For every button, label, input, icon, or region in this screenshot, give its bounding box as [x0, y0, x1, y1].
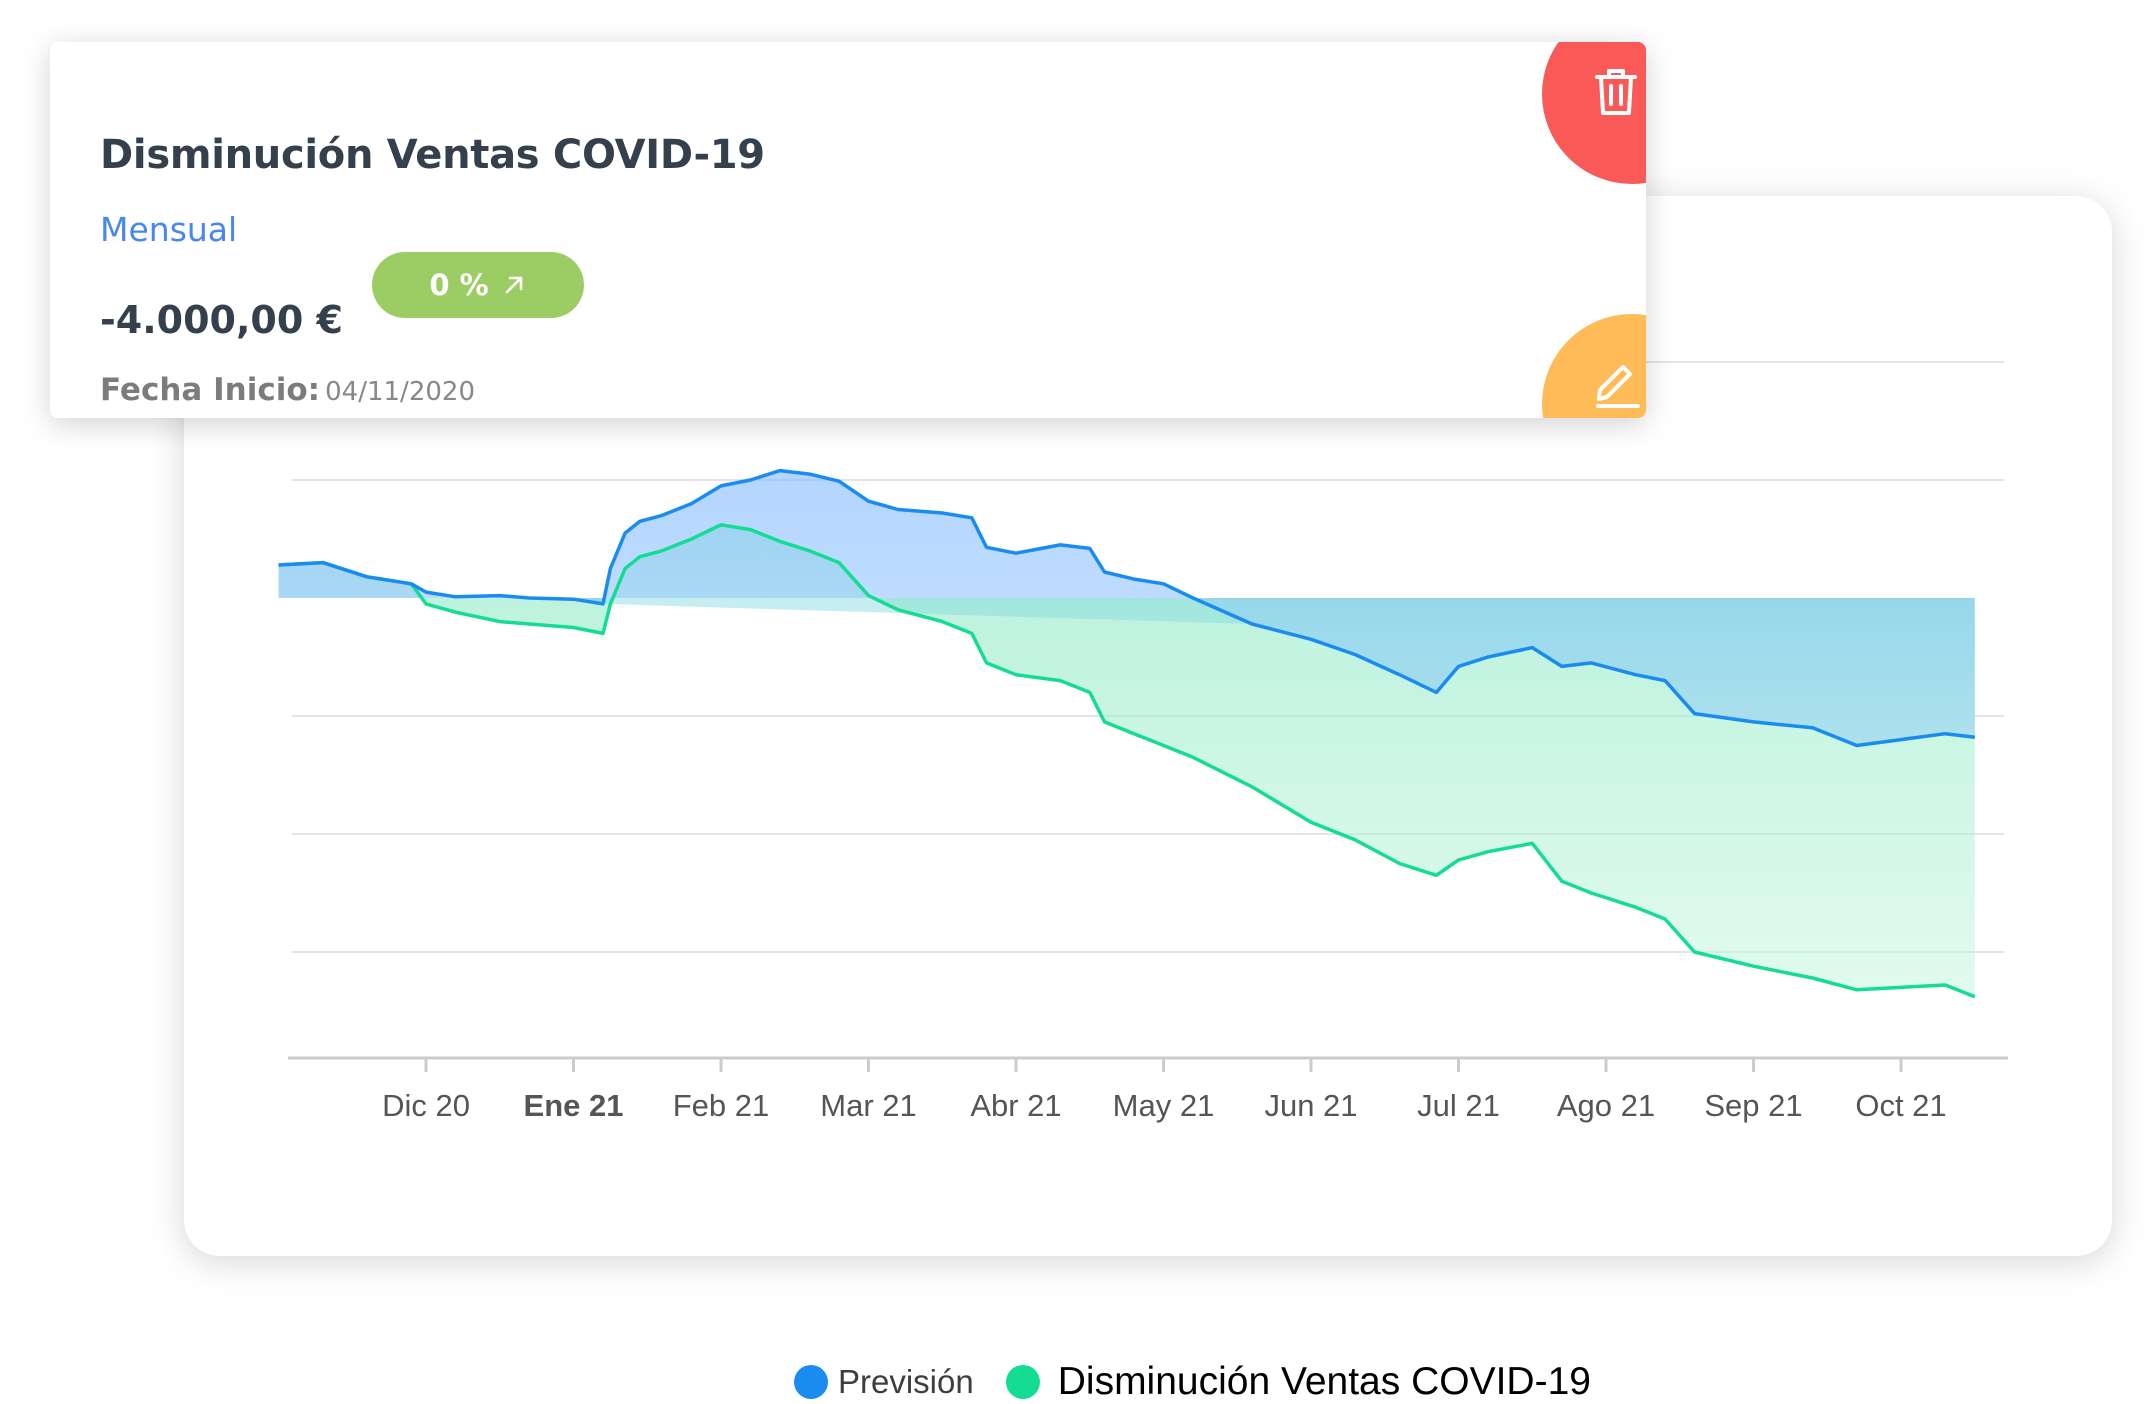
start-date-value: 04/11/2020 [325, 377, 475, 407]
x-tick-label: Abr 21 [970, 1088, 1061, 1123]
legend-item-disminucion[interactable]: Disminución Ventas COVID-19 [1005, 1360, 1591, 1404]
x-tick-label: Oct 21 [1855, 1088, 1946, 1123]
frequency-link[interactable]: Mensual [100, 210, 238, 249]
x-tick-label: Ene 21 [524, 1088, 624, 1123]
x-tick-label: Sep 21 [1704, 1088, 1802, 1123]
edit-button[interactable] [1542, 314, 1646, 418]
legend-dot-prevision [794, 1365, 828, 1399]
chart-areas [278, 470, 1975, 997]
legend-label-prevision: Previsión [838, 1363, 974, 1400]
area-overlap [573, 598, 1975, 746]
percent-badge: 0 % [372, 252, 584, 318]
legend-item-prevision[interactable]: Previsión [794, 1363, 1006, 1401]
x-tick-label: Feb 21 [673, 1088, 770, 1123]
delete-button[interactable] [1542, 42, 1646, 184]
x-tick-label: Ago 21 [1557, 1088, 1655, 1123]
x-axis: Dic 20 Ene 21 Feb 21 Mar 21 Abr 21 May 21 Jun … [288, 1056, 2008, 1123]
start-date-label: Fecha Inicio: [100, 372, 321, 408]
area-prevision [278, 470, 1975, 746]
forecast-chart: Dic 20 Ene 21 Feb 21 Mar 21 Abr 21 May 21 Jun … [278, 361, 2008, 1123]
chart-legend: Previsión Disminución Ventas COVID-19 [794, 1360, 1591, 1404]
start-date: Fecha Inicio: 04/11/2020 [100, 372, 475, 408]
scenario-title: Disminución Ventas COVID-19 [100, 132, 765, 178]
legend-dot-disminucion [1005, 1365, 1040, 1399]
line-prevision [278, 468, 1976, 748]
x-tick-label: Mar 21 [820, 1088, 916, 1123]
amount-value: -4.000,00 € [100, 298, 343, 342]
trash-icon [1592, 66, 1640, 123]
legend-label-disminucion: Disminución Ventas COVID-19 [1057, 1360, 1591, 1403]
x-tick-label: May 21 [1113, 1088, 1215, 1123]
arrow-up-right-icon [501, 272, 527, 298]
chart-lines [278, 468, 1976, 999]
x-tick-label: Dic 20 [382, 1088, 470, 1123]
pencil-icon [1592, 354, 1642, 415]
x-tick-label: Jun 21 [1264, 1088, 1357, 1123]
line-disminucion [278, 523, 1976, 999]
percent-value: 0 % [429, 268, 489, 302]
scenario-card: Disminución Ventas COVID-19 Mensual -4.0… [50, 42, 1646, 418]
x-tick-label: Jul 21 [1417, 1088, 1500, 1123]
